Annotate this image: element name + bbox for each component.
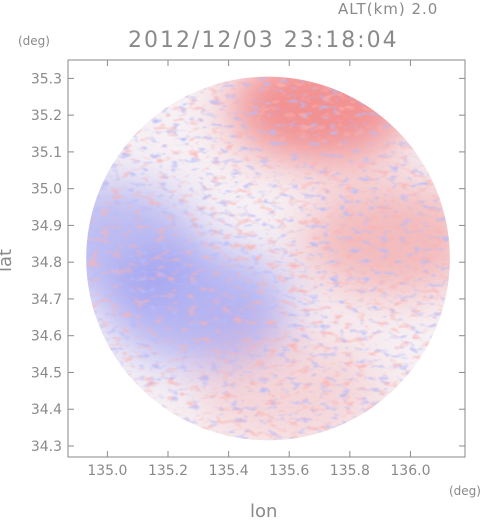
x-axis-unit: (deg) xyxy=(449,484,481,498)
x-tick-label: 135.8 xyxy=(330,463,370,479)
y-tick-label: 35.0 xyxy=(31,182,62,198)
x-tick-label: 136.0 xyxy=(390,463,430,479)
y-axis-unit: (deg) xyxy=(18,34,50,48)
x-tick-label: 135.6 xyxy=(269,463,309,479)
y-tick-label: 34.8 xyxy=(31,255,62,271)
y-tick-label: 34.4 xyxy=(31,402,62,418)
altitude-label: ALT(km) 2.0 xyxy=(338,0,439,18)
y-tick-label: 34.6 xyxy=(31,329,62,345)
radar-disk xyxy=(86,76,450,441)
plot-area xyxy=(86,76,450,441)
timestamp-title: 2012/12/03 23:18:04 xyxy=(128,28,399,53)
x-tick-label: 135.2 xyxy=(148,463,188,479)
y-tick-label: 35.1 xyxy=(31,145,62,161)
y-tick-label: 34.3 xyxy=(31,439,62,455)
y-tick-label: 34.7 xyxy=(31,292,62,308)
axis-ticks: 135.0 135.2 135.4 135.6 135.8 136.0 34.3 34.4 34… xyxy=(31,60,465,479)
y-tick-label: 34.9 xyxy=(31,218,62,234)
x-axis-label: lon xyxy=(250,501,278,522)
x-tick-label: 135.4 xyxy=(209,463,249,479)
x-tick-label: 135.0 xyxy=(87,463,127,479)
y-tick-label: 35.3 xyxy=(31,71,62,87)
speckle-texture xyxy=(86,76,450,441)
y-tick-label: 34.5 xyxy=(31,365,62,381)
y-tick-label: 35.2 xyxy=(31,108,62,124)
plot-frame xyxy=(67,59,466,458)
